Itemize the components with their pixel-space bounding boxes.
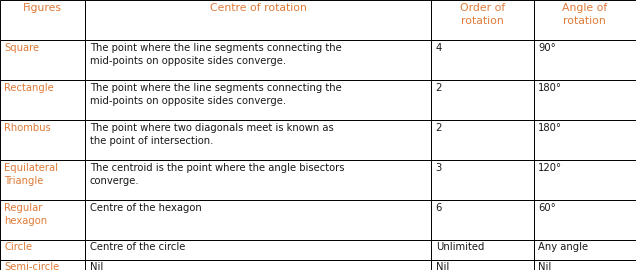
Bar (0, 200, 85, 240)
Bar (0, 240, 85, 260)
Bar (534, 160, 636, 200)
Text: Unlimited: Unlimited (436, 242, 484, 252)
Text: 2: 2 (436, 123, 442, 133)
Text: Square: Square (4, 43, 39, 53)
Bar (0, 120, 85, 160)
Text: Any angle: Any angle (538, 242, 588, 252)
Bar (534, 200, 636, 240)
Text: The point where the line segments connecting the
mid-points on opposite sides co: The point where the line segments connec… (90, 83, 342, 106)
Bar (534, 260, 636, 270)
Bar (85, 240, 431, 260)
Bar (431, 160, 534, 200)
Text: 6: 6 (436, 202, 442, 212)
Text: 180°: 180° (538, 83, 562, 93)
Bar (85, 80, 431, 120)
Text: Centre of rotation: Centre of rotation (210, 3, 307, 13)
Bar (85, 160, 431, 200)
Text: Equilateral
Triangle: Equilateral Triangle (4, 163, 59, 186)
Text: Angle of
rotation: Angle of rotation (562, 3, 607, 26)
Text: The point where the line segments connecting the
mid-points on opposite sides co: The point where the line segments connec… (90, 43, 342, 66)
Text: Figures: Figures (23, 3, 62, 13)
Bar (431, 240, 534, 260)
Text: Rhombus: Rhombus (4, 123, 52, 133)
Text: 90°: 90° (538, 43, 556, 53)
Text: 4: 4 (436, 43, 442, 53)
Text: Semi-circle: Semi-circle (4, 262, 60, 270)
Text: Centre of the hexagon: Centre of the hexagon (90, 202, 202, 212)
Bar (85, 200, 431, 240)
Text: Nil: Nil (90, 262, 103, 270)
Text: 60°: 60° (538, 202, 556, 212)
Bar (0, 260, 85, 270)
Bar (85, 0, 431, 40)
Bar (431, 260, 534, 270)
Text: Rectangle: Rectangle (4, 83, 54, 93)
Text: 3: 3 (436, 163, 442, 173)
Text: The point where two diagonals meet is known as
the point of intersection.: The point where two diagonals meet is kn… (90, 123, 333, 146)
Bar (0, 40, 85, 80)
Bar (534, 0, 636, 40)
Bar (431, 0, 534, 40)
Bar (431, 80, 534, 120)
Bar (0, 80, 85, 120)
Bar (85, 260, 431, 270)
Text: Nil: Nil (538, 262, 551, 270)
Text: 2: 2 (436, 83, 442, 93)
Text: Regular
hexagon: Regular hexagon (4, 202, 48, 226)
Text: The centroid is the point where the angle bisectors
converge.: The centroid is the point where the angl… (90, 163, 344, 186)
Text: Centre of the circle: Centre of the circle (90, 242, 185, 252)
Bar (534, 120, 636, 160)
Text: 120°: 120° (538, 163, 562, 173)
Text: Circle: Circle (4, 242, 32, 252)
Text: Order of
rotation: Order of rotation (460, 3, 505, 26)
Bar (534, 240, 636, 260)
Bar (85, 40, 431, 80)
Bar (431, 120, 534, 160)
Text: Nil: Nil (436, 262, 449, 270)
Bar (534, 40, 636, 80)
Bar (534, 80, 636, 120)
Bar (85, 120, 431, 160)
Bar (431, 40, 534, 80)
Bar (0, 0, 85, 40)
Bar (431, 200, 534, 240)
Bar (0, 160, 85, 200)
Text: 180°: 180° (538, 123, 562, 133)
